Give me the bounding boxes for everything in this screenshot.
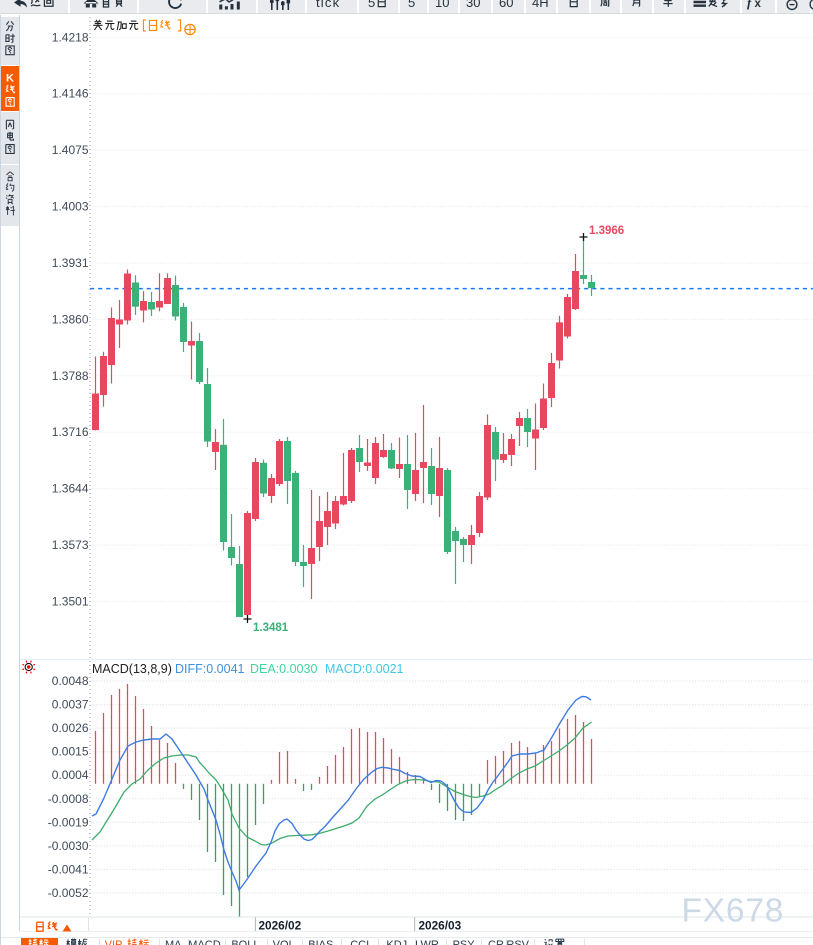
svg-text:-0.0019: -0.0019 — [48, 815, 89, 829]
svg-text:1.4146: 1.4146 — [52, 87, 89, 101]
svg-text:1.3966: 1.3966 — [589, 225, 624, 237]
svg-text:1.3501: 1.3501 — [52, 595, 89, 609]
svg-text:1.3573: 1.3573 — [52, 538, 89, 552]
svg-text:1.4075: 1.4075 — [52, 143, 89, 157]
svg-text:MACD:0.0021: MACD:0.0021 — [325, 662, 404, 676]
svg-text:0.0048: 0.0048 — [52, 674, 89, 688]
svg-text:1.3481: 1.3481 — [253, 622, 289, 634]
svg-text:1.3931: 1.3931 — [52, 256, 89, 270]
svg-text:0.0015: 0.0015 — [52, 745, 89, 759]
svg-text:0.0026: 0.0026 — [52, 721, 89, 735]
svg-text:1.3644: 1.3644 — [52, 482, 89, 496]
svg-text:-0.0008: -0.0008 — [48, 792, 89, 806]
svg-text:x: x — [755, 0, 762, 10]
svg-text:1.4003: 1.4003 — [52, 200, 89, 214]
svg-text:2026/03: 2026/03 — [419, 919, 462, 933]
svg-text:FX678: FX678 — [682, 893, 785, 930]
svg-text:DEA:0.0030: DEA:0.0030 — [250, 662, 317, 676]
svg-text:DIFF:0.0041: DIFF:0.0041 — [175, 662, 245, 676]
svg-text:0.0037: 0.0037 — [52, 698, 89, 712]
svg-text:-0.0030: -0.0030 — [48, 839, 89, 853]
svg-text:-0.0052: -0.0052 — [48, 886, 89, 900]
svg-text:f: f — [747, 0, 753, 10]
svg-text:1.4218: 1.4218 — [52, 30, 89, 44]
svg-text:K: K — [6, 73, 14, 85]
svg-text:1.3716: 1.3716 — [52, 425, 89, 439]
svg-text:1.3860: 1.3860 — [52, 312, 89, 326]
svg-text:MACD(13,8,9): MACD(13,8,9) — [92, 662, 172, 676]
svg-text:1.3788: 1.3788 — [52, 369, 89, 383]
svg-text:0.0004: 0.0004 — [52, 768, 89, 782]
svg-text:2026/02: 2026/02 — [259, 919, 302, 933]
svg-text:-0.0041: -0.0041 — [48, 863, 89, 877]
